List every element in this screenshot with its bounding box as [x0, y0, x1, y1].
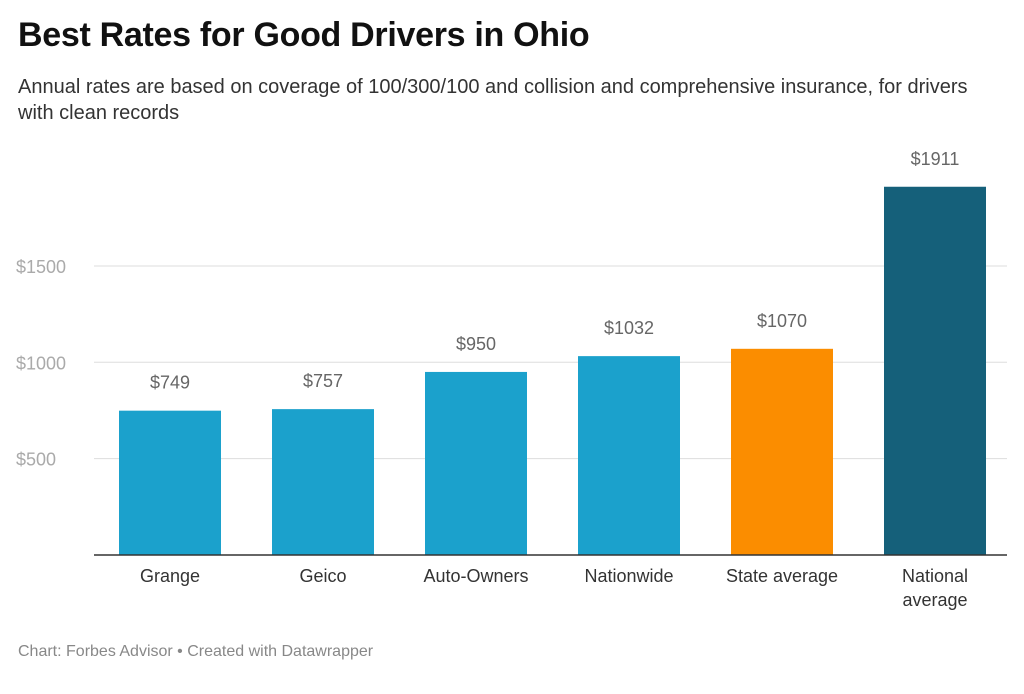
bar-value-label: $1070 [757, 311, 807, 331]
bar-value-label: $757 [303, 371, 343, 391]
y-tick-label: $1500 [16, 257, 66, 277]
bar [272, 409, 374, 555]
bar [884, 186, 986, 555]
bar [731, 348, 833, 555]
x-category-label: State average [726, 566, 838, 586]
bar-value-label: $1911 [911, 149, 960, 169]
bar-value-label: $1032 [604, 318, 654, 338]
x-category-label: Grange [140, 566, 200, 586]
x-category-label: Nationwide [584, 566, 673, 586]
bar-value-label: $950 [456, 334, 496, 354]
bar [425, 371, 527, 555]
bar [578, 356, 680, 555]
chart-credit: Chart: Forbes Advisor • Created with Dat… [18, 643, 374, 660]
x-category-label: National [902, 566, 968, 586]
y-tick-label: $500 [16, 450, 56, 470]
y-tick-label: $1000 [16, 353, 66, 373]
x-category-label: average [902, 590, 967, 610]
bar-value-label: $749 [150, 373, 190, 393]
chart-title: Best Rates for Good Drivers in Ohio [18, 16, 590, 54]
bar [119, 410, 221, 555]
x-category-label: Auto-Owners [423, 566, 528, 586]
chart-subtitle: Annual rates are based on coverage of 10… [18, 76, 968, 124]
x-category-label: Geico [299, 566, 346, 586]
